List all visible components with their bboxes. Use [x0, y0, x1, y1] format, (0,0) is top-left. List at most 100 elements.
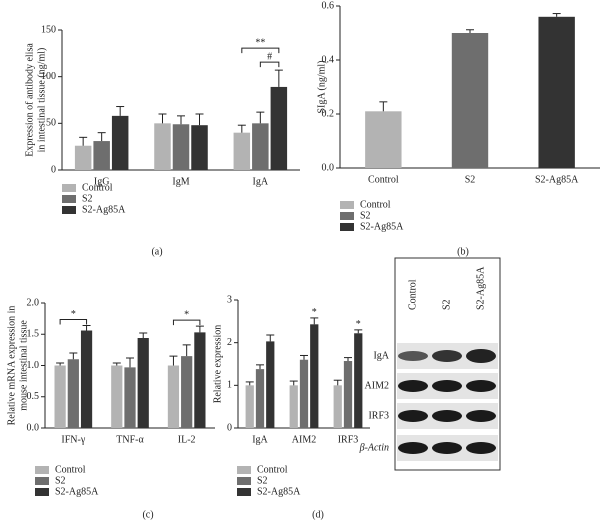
bar [354, 333, 363, 428]
bar [255, 369, 265, 428]
bar [181, 356, 193, 428]
legend-swatch [340, 223, 354, 231]
y-tick-label: 1.0 [27, 360, 40, 371]
significance-label: * [184, 309, 189, 320]
bar [343, 361, 353, 428]
significance-label: * [356, 319, 361, 330]
legend-swatch [62, 184, 76, 192]
y-tick-label: 1.5 [27, 329, 40, 340]
significance-bracket [172, 319, 201, 326]
legend-swatch [62, 195, 76, 203]
bar [124, 367, 136, 428]
legend-swatch [35, 466, 49, 474]
significance-bracket [241, 47, 280, 54]
blot-band [432, 350, 462, 362]
bar [310, 324, 319, 428]
blot-band [466, 442, 496, 454]
y-tick-label: 2 [227, 337, 232, 348]
y-tick-label: 0.6 [322, 0, 335, 11]
x-tick-label: S2-Ag85A [535, 174, 579, 185]
blot-row-label: AIM2 [365, 380, 389, 391]
y-tick-label: 0.2 [322, 108, 335, 119]
bar [194, 332, 206, 428]
legend-label: S2 [360, 210, 371, 221]
legend-label: S2 [257, 475, 268, 486]
blot-band [432, 380, 462, 392]
bar [172, 124, 190, 170]
bar [233, 132, 251, 170]
blot-band [398, 442, 428, 454]
blot-band [398, 380, 428, 392]
bar [137, 338, 149, 428]
legend-swatch [340, 212, 354, 220]
bar [333, 385, 342, 428]
blot-band [466, 410, 496, 422]
blot-row-label: IRF3 [368, 410, 389, 421]
y-tick-label: 0.0 [27, 422, 40, 433]
x-tick-label: AIM2 [292, 434, 316, 445]
bar [154, 123, 171, 170]
blot-column-label: S2 [441, 299, 452, 310]
x-tick-label: IgA [253, 176, 269, 187]
x-tick-label: IgG [94, 176, 110, 187]
significance-bracket [259, 61, 280, 68]
legend-swatch [237, 488, 251, 496]
bar [252, 123, 269, 170]
significance-label: * [71, 309, 76, 320]
bar [74, 145, 92, 170]
legend-swatch [340, 201, 354, 209]
x-tick-label: IgM [172, 176, 189, 187]
bar [245, 385, 254, 428]
blot-band [398, 410, 428, 422]
bar [111, 115, 129, 170]
legend-label: Control [257, 464, 288, 475]
blot-row-label: IgA [373, 350, 389, 361]
bar [80, 330, 93, 428]
legend-label: S2 [55, 475, 66, 486]
legend-label: S2-Ag85A [55, 486, 99, 497]
y-axis-label: SIgA (ng/ml) [316, 60, 327, 113]
significance-bracket [59, 319, 88, 325]
blot-column-label: S2-Ag85A [475, 266, 486, 310]
y-tick-label: 2.0 [27, 297, 40, 308]
x-tick-label: IRF3 [338, 434, 359, 445]
panel-caption: (d) [312, 509, 324, 520]
x-tick-label: TNF-α [116, 434, 144, 445]
y-tick-label: 1 [227, 380, 232, 391]
significance-label: ** [255, 37, 265, 48]
bar [111, 365, 123, 428]
legend-label: S2-Ag85A [82, 204, 126, 215]
y-axis-label: Relative mRNA expression in [6, 306, 17, 426]
legend-swatch [35, 488, 49, 496]
bar [266, 341, 275, 428]
blot-band [432, 410, 462, 422]
significance-label: # [267, 51, 272, 62]
bar [451, 33, 489, 168]
y-axis-label: Relative expression [212, 325, 223, 404]
y-axis-label: Expression of antibody elisa [24, 43, 35, 157]
x-tick-label: IgA [252, 434, 268, 445]
bar [270, 86, 288, 170]
y-tick-label: 0.5 [27, 391, 40, 402]
x-tick-label: S2 [465, 174, 476, 185]
bar [54, 365, 66, 428]
blot-column-label: Control [407, 279, 418, 310]
bar [538, 16, 575, 168]
blot-band [432, 442, 462, 454]
y-tick-label: 150 [41, 24, 56, 35]
bar [299, 359, 309, 428]
blot-band [398, 351, 428, 361]
bar [93, 141, 110, 170]
bar [365, 111, 402, 168]
legend-label: Control [55, 464, 86, 475]
y-tick-label: 50 [46, 118, 56, 129]
y-tick-label: 0.0 [322, 162, 335, 173]
y-tick-label: 0 [227, 422, 232, 433]
x-tick-label: IL-2 [178, 434, 196, 445]
blot-band [466, 349, 496, 363]
panel-caption: (b) [457, 246, 469, 257]
x-tick-label: Control [368, 174, 399, 185]
x-tick-label: IFN-γ [61, 434, 85, 445]
legend-label: Control [360, 199, 391, 210]
